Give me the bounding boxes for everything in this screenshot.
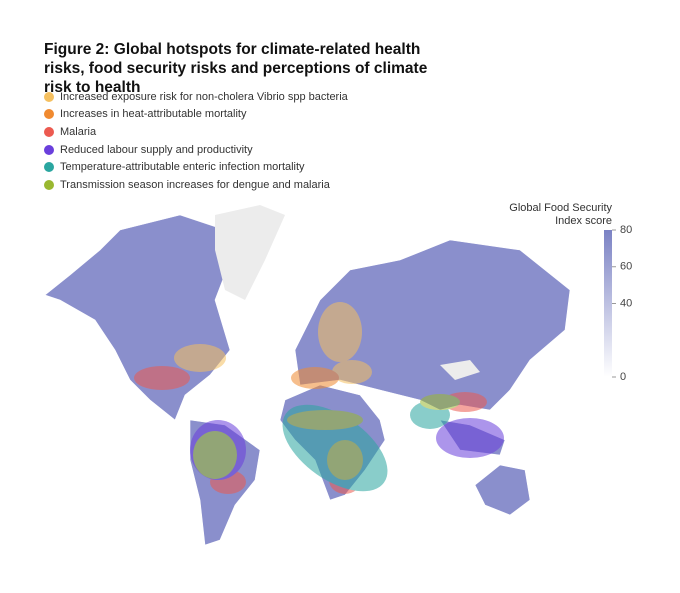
- mongolia: [440, 360, 480, 380]
- colorbar-tick-label: 40: [620, 297, 632, 309]
- legend-swatch: [44, 126, 54, 137]
- colorbar-tick-label: 60: [620, 261, 632, 273]
- legend-label: Increases in heat-attributable mortality: [60, 108, 247, 121]
- legend-label: Temperature-attributable enteric infecti…: [60, 161, 305, 174]
- hotspot: [134, 366, 190, 390]
- legend-label: Transmission season increases for dengue…: [60, 178, 330, 191]
- hotspot: [327, 440, 363, 480]
- legend-label: Malaria: [60, 125, 97, 138]
- legend-item: Increased exposure risk for non-cholera …: [44, 88, 348, 106]
- legend-swatch: [44, 91, 54, 102]
- legend-label: Reduced labour supply and productivity: [60, 143, 253, 156]
- legend-swatch: [44, 162, 54, 173]
- hotspots: [134, 302, 504, 494]
- legend-swatch: [44, 179, 54, 190]
- legend-swatch: [44, 144, 54, 155]
- colorbar-tick-label: 80: [620, 224, 632, 236]
- greenland: [215, 205, 285, 300]
- legend-item: Reduced labour supply and productivity: [44, 141, 348, 159]
- colorbar: [604, 230, 612, 377]
- hotspot: [287, 410, 363, 430]
- hotspot: [420, 394, 460, 410]
- hotspot: [436, 418, 504, 458]
- north-america: [44, 214, 241, 421]
- hotspot: [332, 360, 372, 384]
- legend-item: Transmission season increases for dengue…: [44, 176, 348, 194]
- colorbar-tick-label: 0: [620, 371, 626, 383]
- legend-swatch: [44, 109, 54, 120]
- australia: [474, 464, 531, 516]
- legend-item: Temperature-attributable enteric infecti…: [44, 158, 348, 176]
- legend-label: Increased exposure risk for non-cholera …: [60, 90, 348, 103]
- colorbar-ticks: 0 40 60 80: [612, 224, 632, 383]
- hotspot: [318, 302, 362, 362]
- hotspot: [291, 367, 339, 389]
- title: Figure 2: Global hotspots for climate-re…: [44, 41, 428, 96]
- legend-item: Increases in heat-attributable mortality: [44, 106, 348, 124]
- hotspot: [193, 431, 237, 479]
- legend: Increased exposure risk for non-cholera …: [44, 88, 348, 194]
- colorbar-title: Global Food Security Index score: [509, 202, 612, 227]
- hotspot: [174, 344, 226, 372]
- legend-item: Malaria: [44, 123, 348, 141]
